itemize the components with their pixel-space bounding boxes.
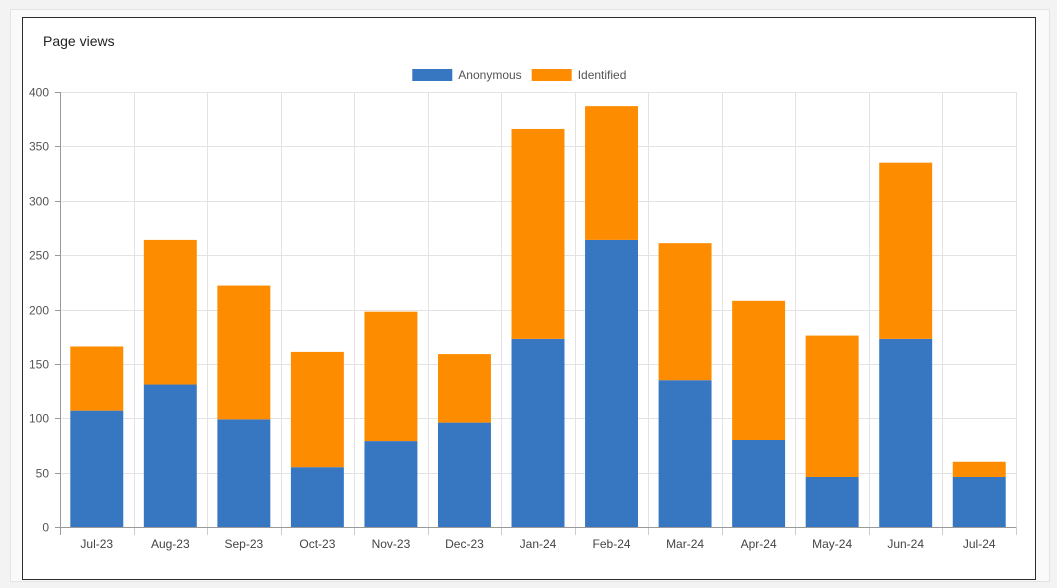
bar-anonymous-jul-23 <box>70 410 124 527</box>
bar-identified-aug-23 <box>143 239 197 385</box>
y-tick-label: 50 <box>36 467 50 481</box>
x-tick-label: Nov-23 <box>372 537 411 551</box>
bar-anonymous-may-24 <box>805 476 859 527</box>
bar-anonymous-mar-24 <box>658 380 712 527</box>
bar-identified-dec-23 <box>437 354 491 423</box>
x-tick-label: Jul-24 <box>963 537 996 551</box>
bar-identified-sep-23 <box>217 285 271 420</box>
bar-anonymous-dec-23 <box>437 422 491 527</box>
y-tick-label: 100 <box>29 412 49 426</box>
legend: Anonymous Identified <box>412 68 626 82</box>
x-tick-label: Dec-23 <box>445 537 484 551</box>
x-tick-label: Mar-24 <box>666 537 704 551</box>
bar-anonymous-aug-23 <box>143 384 197 527</box>
y-tick-label: 0 <box>42 521 49 535</box>
y-tick-label: 350 <box>29 140 49 154</box>
x-tick-label: Oct-23 <box>299 537 335 551</box>
chart-title: Page views <box>43 33 115 49</box>
bar-identified-apr-24 <box>732 300 786 440</box>
y-tick-label: 150 <box>29 358 49 372</box>
axes: 0 50 100 150 200 250 300 350 400 Jul-23 Aug-23 Sep-… <box>29 86 1017 551</box>
bar-anonymous-feb-24 <box>585 239 639 527</box>
bars <box>70 106 1006 527</box>
bar-identified-jul-24 <box>952 461 1006 477</box>
x-tick-label: Sep-23 <box>224 537 263 551</box>
bar-identified-feb-24 <box>585 106 639 240</box>
bar-anonymous-nov-23 <box>364 441 418 527</box>
bar-identified-jun-24 <box>879 162 933 339</box>
bar-identified-jan-24 <box>511 128 565 339</box>
bar-identified-nov-23 <box>364 311 418 442</box>
bar-anonymous-jun-24 <box>879 338 933 527</box>
y-tick-label: 400 <box>29 86 49 100</box>
bar-anonymous-apr-24 <box>732 440 786 527</box>
y-tick-label: 300 <box>29 195 49 209</box>
y-tick-label: 200 <box>29 304 49 318</box>
x-tick-label: Jun-24 <box>887 537 924 551</box>
legend-swatch-anonymous <box>412 69 453 81</box>
bar-anonymous-jan-24 <box>511 338 565 527</box>
x-tick-label: Jul-23 <box>80 537 113 551</box>
bar-anonymous-sep-23 <box>217 419 271 527</box>
x-tick-label: Jan-24 <box>520 537 557 551</box>
legend-label-identified: Identified <box>578 68 627 82</box>
legend-label-anonymous: Anonymous <box>458 68 521 82</box>
legend-swatch-identified <box>531 69 572 81</box>
y-tick-label: 250 <box>29 249 49 263</box>
x-tick-label: Apr-24 <box>741 537 777 551</box>
bar-anonymous-jul-24 <box>952 476 1006 527</box>
x-tick-label: Feb-24 <box>593 537 631 551</box>
bar-identified-may-24 <box>805 335 859 477</box>
x-tick-label: Aug-23 <box>151 537 190 551</box>
bar-identified-oct-23 <box>290 351 344 468</box>
x-tick-label: May-24 <box>812 537 852 551</box>
bar-identified-jul-23 <box>70 346 124 411</box>
bar-identified-mar-24 <box>658 243 712 381</box>
bar-anonymous-oct-23 <box>290 467 344 527</box>
